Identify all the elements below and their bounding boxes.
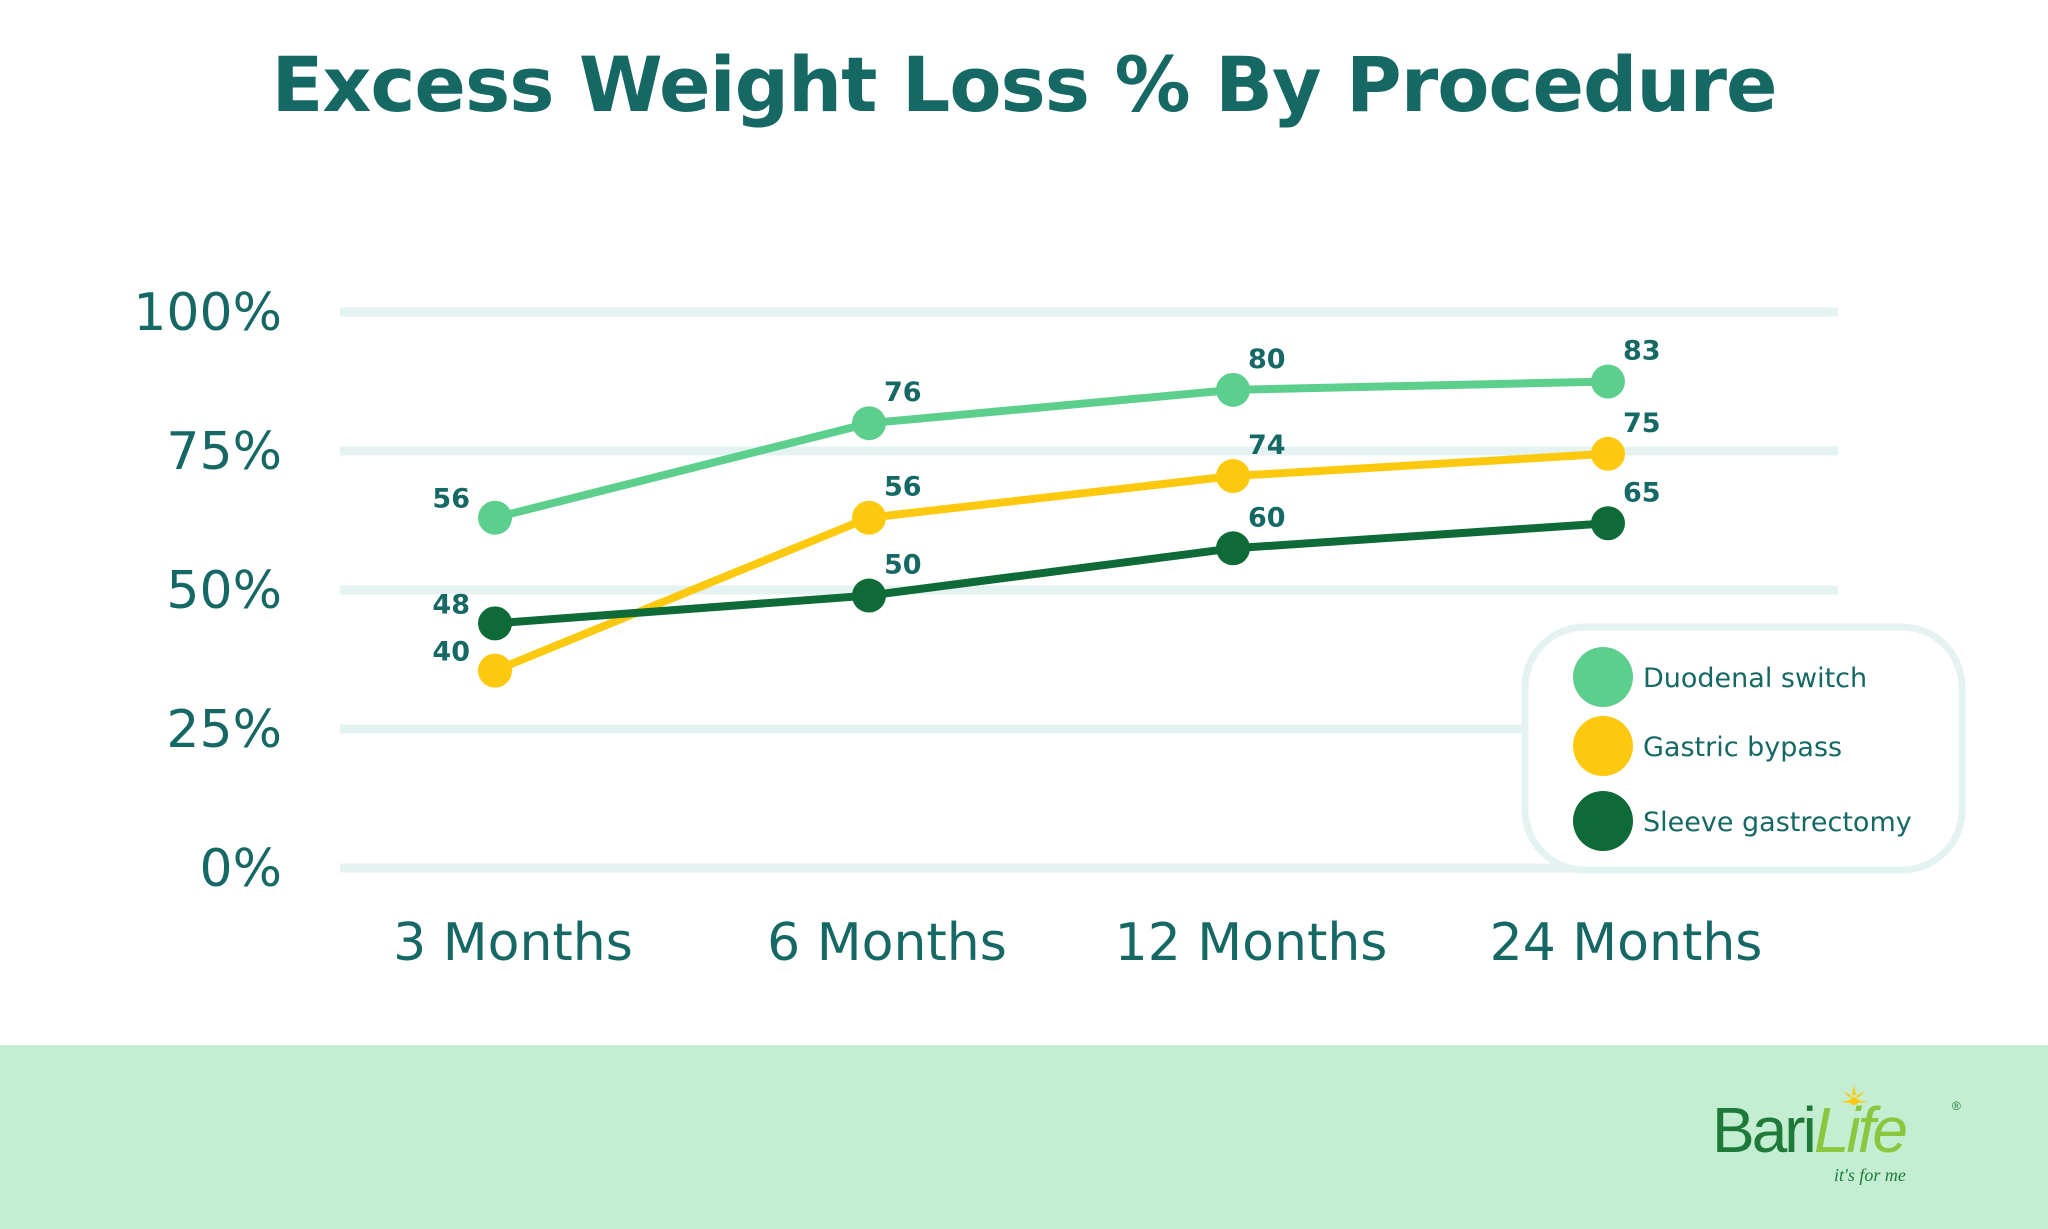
chart-title: Excess Weight Loss % By Procedure (271, 40, 1777, 129)
data-labels: 56 76 80 83 40 56 74 75 48 50 60 65 (432, 336, 1660, 668)
data-label: 65 (1623, 477, 1661, 508)
data-label: 60 (1248, 502, 1286, 533)
data-label: 76 (884, 377, 922, 408)
data-label: 74 (1248, 430, 1286, 461)
x-tick-label: 3 Months (393, 913, 633, 973)
data-label: 83 (1623, 336, 1661, 367)
gridlines (340, 307, 1838, 873)
data-point (1591, 436, 1625, 471)
logo-word-life: Life (1813, 1094, 1908, 1166)
x-axis-ticks: 3 Months 6 Months 12 Months 24 Months (393, 913, 1762, 973)
data-point (852, 406, 886, 441)
x-tick-label: 24 Months (1490, 913, 1763, 973)
data-point (1216, 372, 1250, 407)
data-label: 56 (884, 472, 922, 503)
data-point (852, 578, 886, 613)
x-tick-label: 6 Months (767, 913, 1007, 973)
legend-box (1521, 623, 1966, 874)
footer-band (0, 1045, 2048, 1229)
data-label: 50 (884, 550, 922, 581)
data-point (1216, 531, 1250, 566)
data-label: 40 (432, 637, 470, 668)
legend-swatch (1573, 647, 1633, 707)
legend-label: Duodenal switch (1643, 663, 1867, 694)
series-line (491, 377, 1612, 522)
data-point (478, 606, 512, 641)
data-label: 75 (1623, 408, 1661, 439)
barilife-logo: BariLife ® it's for me (1712, 1085, 1962, 1195)
sun-icon (1840, 1085, 1868, 1105)
x-tick-label: 12 Months (1115, 913, 1388, 973)
logo-registered-mark: ® (1952, 1099, 1961, 1113)
y-tick-label: 25% (166, 700, 282, 760)
y-tick-label: 50% (166, 561, 282, 621)
data-point (1216, 459, 1250, 494)
data-point (1591, 364, 1625, 399)
legend-label: Gastric bypass (1643, 732, 1842, 763)
y-tick-label: 75% (166, 422, 282, 482)
data-label: 80 (1248, 344, 1286, 375)
data-point (852, 500, 886, 535)
series-points (478, 364, 1625, 688)
y-tick-label: 100% (133, 283, 282, 343)
logo-tagline: it's for me (1834, 1165, 1906, 1185)
data-label: 48 (432, 589, 470, 620)
series-line (491, 449, 1612, 675)
logo-word-bari: Bari (1712, 1094, 1817, 1166)
series-lines (491, 377, 1612, 675)
legend-swatch (1573, 716, 1633, 776)
line-chart: 100% 75% 50% 25% 0% 3 Months 6 Months 12 Month… (133, 283, 1966, 973)
data-point (1591, 506, 1625, 541)
legend-label: Sleeve gastrectomy (1643, 807, 1912, 838)
y-axis-ticks: 100% 75% 50% 25% 0% (133, 283, 282, 899)
data-point (478, 653, 512, 688)
data-label: 56 (432, 484, 470, 515)
series-line (491, 519, 1612, 628)
legend-swatch (1573, 791, 1633, 851)
logo-wordmark: BariLife (1712, 1094, 1908, 1166)
data-point (478, 500, 512, 535)
legend: Duodenal switch Gastric bypass Sleeve gast… (1521, 623, 1966, 874)
y-tick-label: 0% (200, 839, 283, 899)
